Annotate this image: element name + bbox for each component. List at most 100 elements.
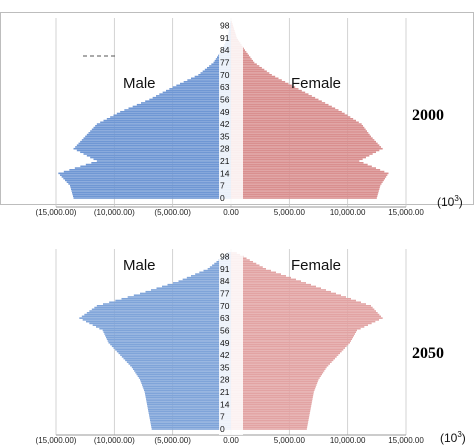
female-bar <box>231 317 383 319</box>
male-bar <box>113 347 231 349</box>
female-bar <box>231 282 306 284</box>
female-bar <box>231 112 345 115</box>
male-bar <box>167 283 231 286</box>
age-tick-label: 35 <box>220 131 230 141</box>
age-tick-label: 63 <box>220 82 230 92</box>
female-bar <box>231 308 375 311</box>
male-bar <box>172 86 231 88</box>
male-bar <box>85 163 231 166</box>
x-tick-label: 0.00 <box>223 208 239 217</box>
female-bar <box>231 184 381 187</box>
x-tick-label: (15,000.00) <box>36 208 77 217</box>
age-tick-label: 49 <box>220 338 230 348</box>
female-bar <box>231 428 307 430</box>
male-bar <box>173 282 231 284</box>
male-bar <box>89 322 231 325</box>
male-bar <box>109 301 231 304</box>
female-bar <box>231 262 257 265</box>
male-bar <box>110 343 231 346</box>
male-bar <box>137 375 231 377</box>
female-bar <box>231 349 344 351</box>
female-bar <box>231 301 361 304</box>
female-bar <box>231 86 296 88</box>
female-bar <box>231 170 385 173</box>
female-bar <box>231 319 379 321</box>
male-bar <box>147 403 231 406</box>
male-bar <box>126 361 231 363</box>
female-bar <box>231 158 363 161</box>
age-tick-label: 28 <box>220 144 230 154</box>
age-tick-label: 42 <box>220 350 230 360</box>
male-bar <box>104 333 231 335</box>
female-bar <box>231 169 381 171</box>
female-bar <box>231 126 365 129</box>
female-bar <box>231 324 368 326</box>
female-bar <box>231 422 308 425</box>
female-bar <box>231 393 314 395</box>
male-bar <box>94 306 231 309</box>
bars <box>58 21 389 199</box>
male-bar <box>143 387 231 390</box>
female-bar <box>231 407 311 409</box>
male-bar <box>162 91 231 94</box>
male-bar <box>120 110 231 113</box>
bars <box>79 252 383 430</box>
female-bar <box>231 128 366 131</box>
male-bar <box>159 93 231 95</box>
female-bar <box>231 327 361 330</box>
male-bar <box>145 290 231 293</box>
male-bar <box>99 327 231 330</box>
female-bar <box>231 387 316 390</box>
male-bar <box>75 146 232 148</box>
male-bar <box>198 74 231 76</box>
x-tick-label: 5,000.00 <box>274 208 306 217</box>
male-bar <box>65 179 231 182</box>
male-bar <box>81 315 231 318</box>
male-bar <box>86 312 231 314</box>
male-bar <box>83 137 231 139</box>
male-bar <box>74 167 231 169</box>
male-bar <box>86 154 231 157</box>
male-bar <box>86 133 231 136</box>
male-bar <box>96 160 231 162</box>
male-bar <box>93 158 231 161</box>
female-bar <box>231 389 315 392</box>
male-bar <box>134 370 231 372</box>
age-tick-label: 56 <box>220 325 230 335</box>
male-bar <box>202 70 231 73</box>
male-bar <box>90 156 232 159</box>
male-bar <box>133 368 231 370</box>
female-bar <box>231 160 360 162</box>
male-bar <box>146 401 231 404</box>
male-bar <box>149 415 231 418</box>
age-tick-label: 0 <box>220 424 225 434</box>
male-bar <box>182 278 231 281</box>
female-bar <box>231 394 314 397</box>
male-bar <box>61 176 231 178</box>
male-bar <box>86 320 231 323</box>
male-label-2050: Male <box>123 257 156 274</box>
male-bar <box>73 147 231 150</box>
female-bar <box>231 123 362 125</box>
female-bar <box>231 350 342 353</box>
age-tick-label: 98 <box>220 252 230 262</box>
male-bar <box>150 422 231 425</box>
female-bar <box>231 405 312 407</box>
male-bar <box>132 105 231 108</box>
male-bar <box>73 195 231 198</box>
age-tick-label: 0 <box>220 193 225 203</box>
male-bar <box>79 317 231 319</box>
female-bar <box>231 297 351 300</box>
male-bar <box>180 82 231 85</box>
female-bar <box>231 81 286 83</box>
male-bar <box>70 186 231 189</box>
male-bar <box>83 153 231 155</box>
year-label-2050: 2050 <box>412 345 444 362</box>
male-bar <box>142 385 231 388</box>
male-bar <box>151 289 231 291</box>
female-bar <box>231 334 354 337</box>
female-bar <box>231 345 347 348</box>
female-bar <box>231 176 387 178</box>
female-bar <box>231 186 380 189</box>
female-bar <box>231 347 345 349</box>
